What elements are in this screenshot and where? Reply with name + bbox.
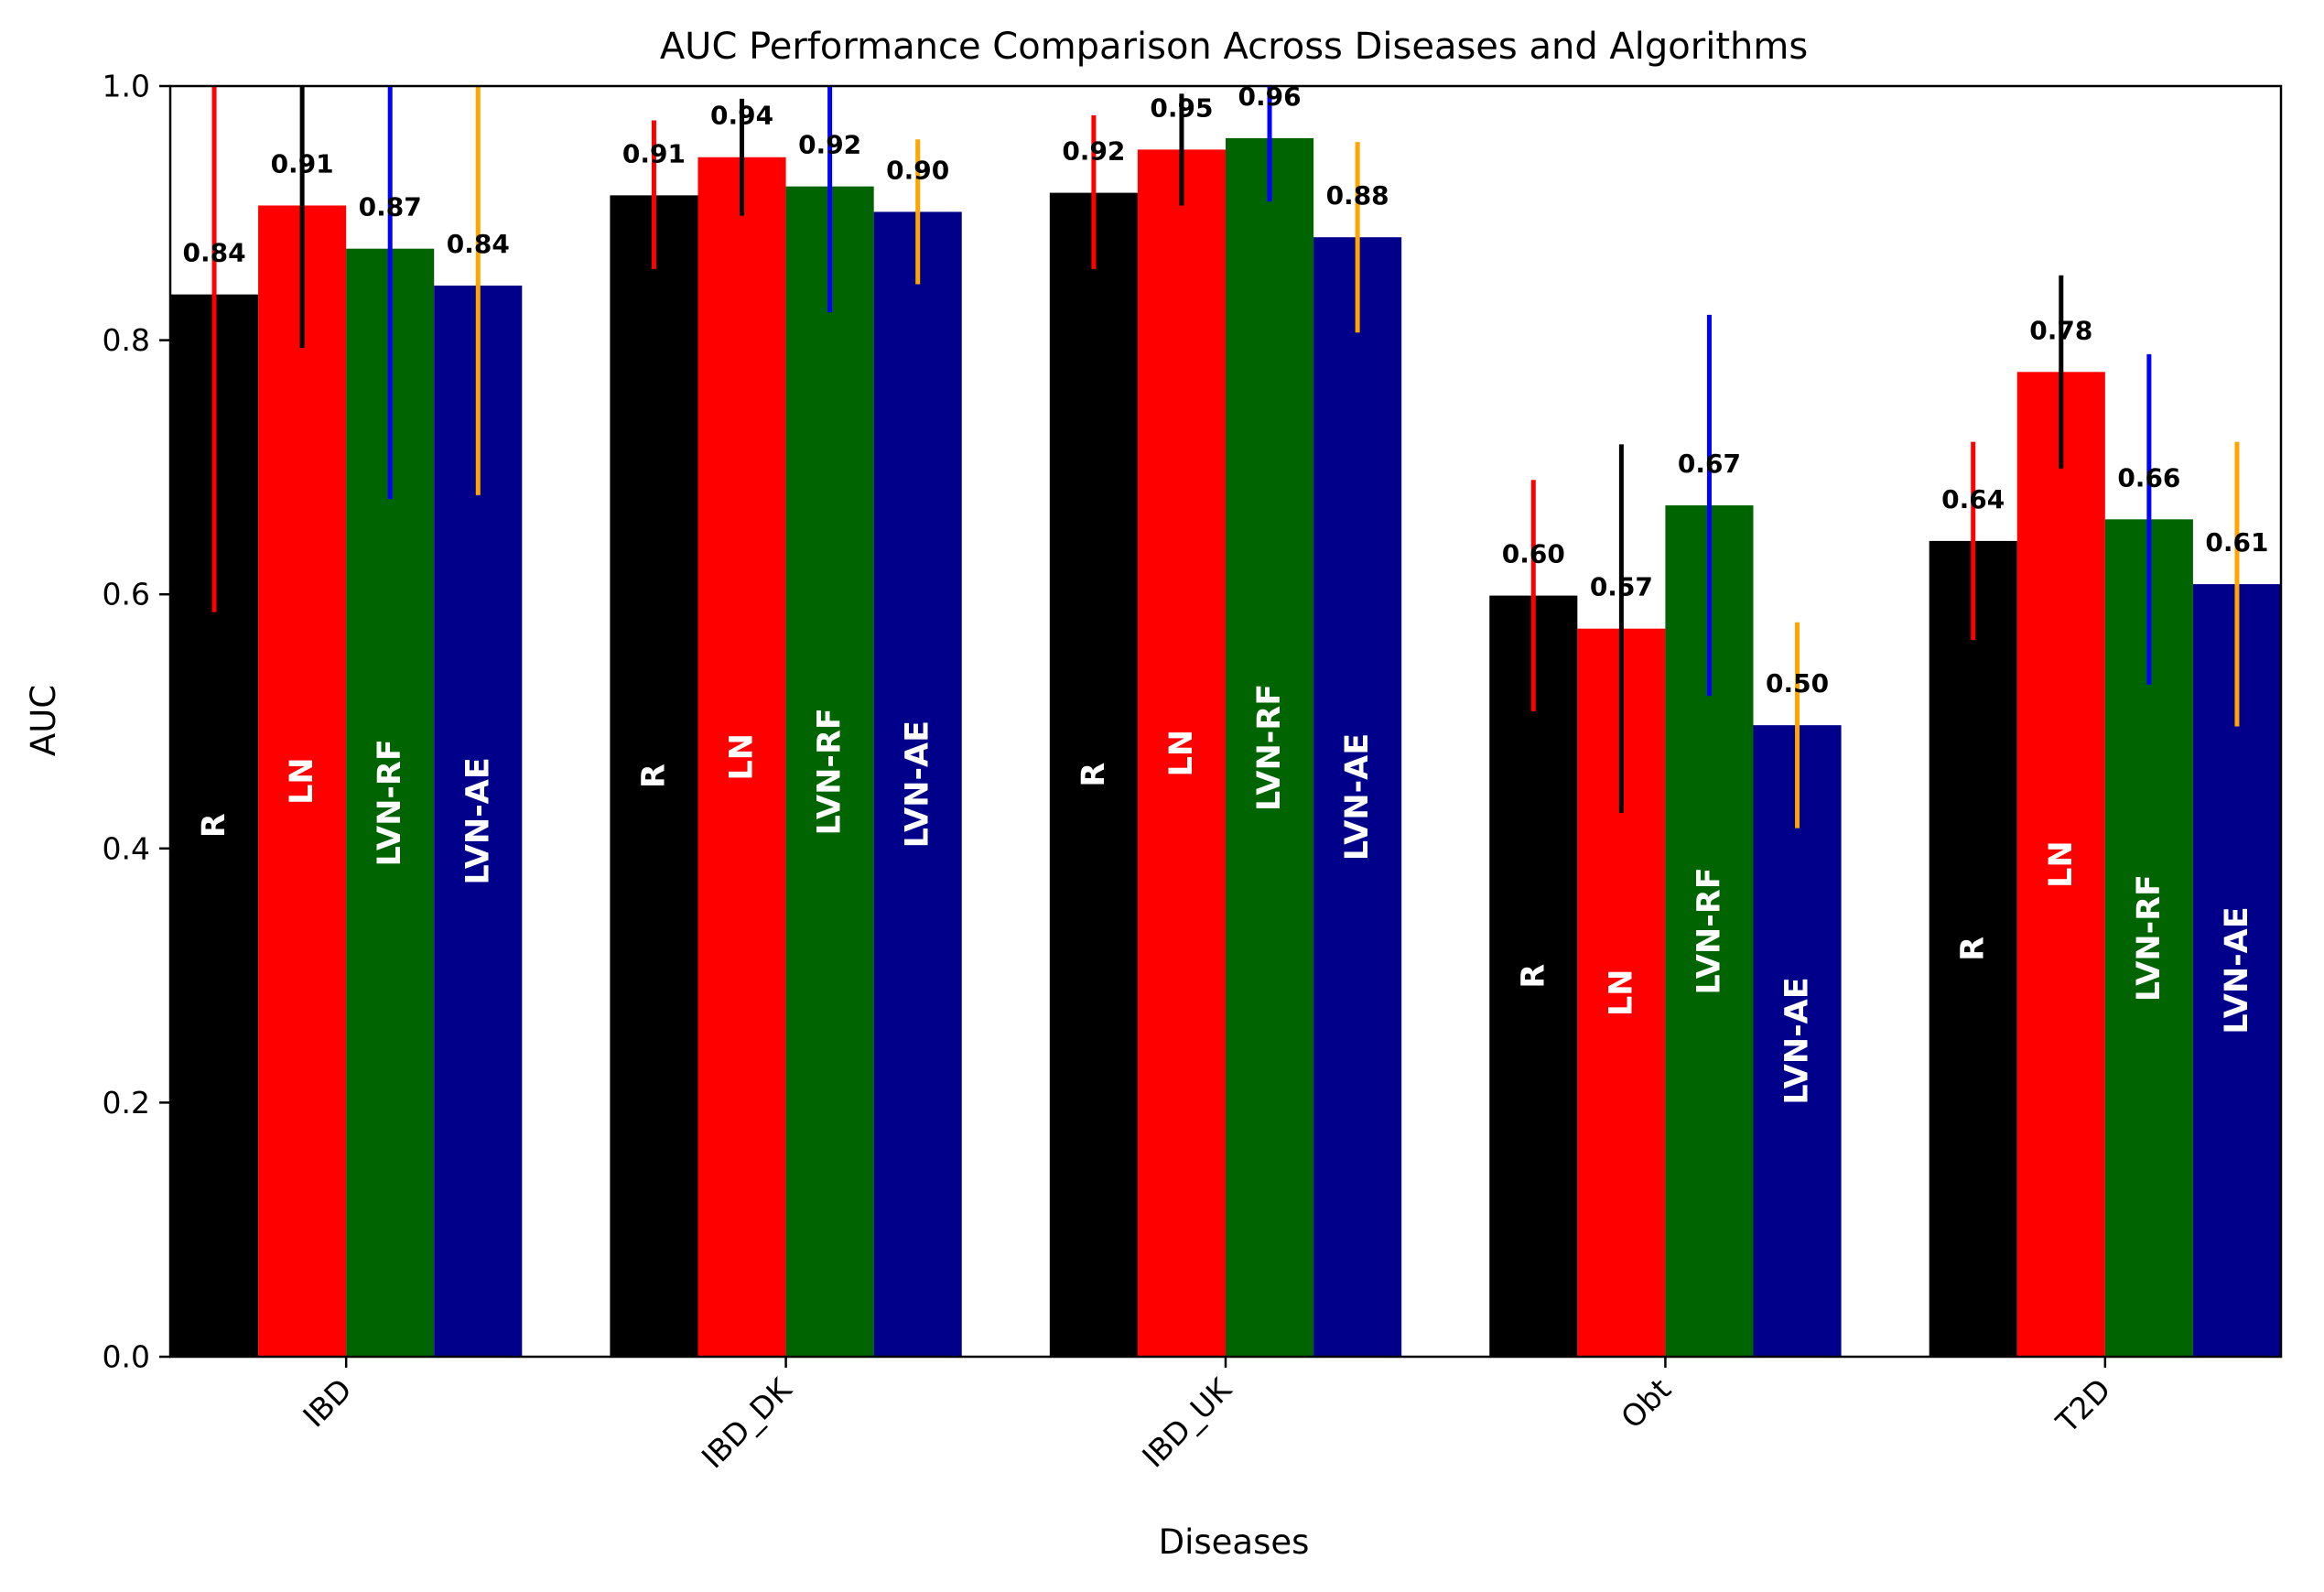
bar-r-obt — [1489, 595, 1578, 1357]
value-label: 0.92 — [798, 130, 861, 160]
value-label: 0.87 — [359, 192, 422, 222]
bar-series-label: LVN-AE — [1339, 733, 1376, 861]
value-label: 0.94 — [710, 101, 773, 131]
bar-lvn-rf-ibd_uk — [1226, 137, 1314, 1358]
bar-lvn-ae-ibd_dk — [873, 211, 962, 1358]
bar-r-ibd_dk — [610, 195, 698, 1357]
value-label: 0.95 — [1150, 92, 1213, 123]
bar-series-label: LVN-RF — [2131, 874, 2167, 1002]
bar-series-label: LVN-RF — [1691, 867, 1727, 994]
y-tick-label: 0.0 — [103, 1339, 150, 1375]
x-axis-label: Diseases — [1159, 1522, 1310, 1562]
value-label: 0.50 — [1766, 668, 1829, 699]
y-tick-label: 0.6 — [103, 577, 150, 612]
bar-ln-ibd — [258, 205, 347, 1357]
bar-ln-ibd_dk — [697, 157, 786, 1357]
y-axis-ticks: 0.0 0.2 0.4 0.6 0.8 1.0 — [103, 69, 170, 1375]
value-label: 0.66 — [2117, 462, 2180, 493]
plot-area: 0.84 R 0.91 R 0.92 R 0.60 R 0.64 R 0.91 LN 0.94 LN 0.9… — [103, 69, 2283, 1475]
value-label: 0.84 — [182, 238, 245, 268]
bar-series-label: LVN-RF — [812, 708, 849, 835]
bar-series-label: LVN-AE — [2219, 906, 2255, 1034]
bar-series-label: LN — [284, 757, 320, 805]
bar-ln-ibd_uk — [1137, 149, 1226, 1357]
bar-series-label: R — [635, 764, 672, 788]
y-axis-label: AUC — [24, 685, 63, 756]
bar-series-label: LN — [2043, 840, 2080, 888]
bar-r-t2d — [1929, 540, 2017, 1357]
value-label: 0.64 — [1941, 484, 2005, 514]
bar-r-ibd_uk — [1049, 192, 1138, 1357]
value-label: 0.91 — [622, 138, 686, 168]
bar-lvn-ae-obt — [1753, 725, 1842, 1357]
y-tick-label: 0.8 — [103, 322, 150, 358]
bar-series-label: LVN-RF — [372, 739, 408, 866]
value-label: 0.90 — [886, 155, 949, 185]
bar-series-label: LVN-RF — [1251, 684, 1288, 811]
value-label: 0.78 — [2029, 315, 2092, 345]
bar-lvn-ae-ibd_uk — [1313, 237, 1402, 1357]
chart-title: AUC Performance Comparison Across Diseas… — [660, 26, 1808, 68]
bar-series-label: LVN-AE — [900, 720, 936, 848]
bar-series-label: LN — [1603, 969, 1639, 1017]
bar-series-label: R — [196, 813, 232, 838]
error-bars-group — [211, 86, 2240, 828]
bars-group — [170, 137, 2281, 1358]
value-label: 0.92 — [1062, 136, 1125, 167]
value-label: 0.61 — [2205, 527, 2268, 558]
y-tick-label: 1.0 — [103, 69, 150, 104]
value-label: 0.88 — [1326, 180, 1389, 211]
bar-series-label: R — [1076, 763, 1112, 787]
bar-series-label: LN — [724, 733, 761, 781]
value-label: 0.60 — [1502, 539, 1565, 569]
bar-series-label: LVN-AE — [459, 757, 496, 884]
y-tick-label: 0.4 — [103, 830, 150, 866]
value-label: 0.84 — [447, 229, 510, 259]
value-label: 0.91 — [271, 148, 334, 179]
bar-series-label: R — [1515, 964, 1551, 989]
value-label: 0.57 — [1590, 572, 1653, 602]
value-label: 0.67 — [1678, 449, 1741, 479]
bar-lvn-rf-ibd_dk — [785, 186, 874, 1358]
labels-group: 0.84 R 0.91 R 0.92 R 0.60 R 0.64 R 0.91 LN 0.94 LN 0.9… — [182, 81, 2268, 1105]
bar-series-label: LN — [1163, 730, 1200, 777]
bar-series-label: R — [1955, 937, 1992, 961]
bar-series-label: LVN-AE — [1779, 977, 1816, 1104]
bar-ln-t2d — [2016, 372, 2105, 1357]
y-tick-label: 0.2 — [103, 1085, 150, 1121]
